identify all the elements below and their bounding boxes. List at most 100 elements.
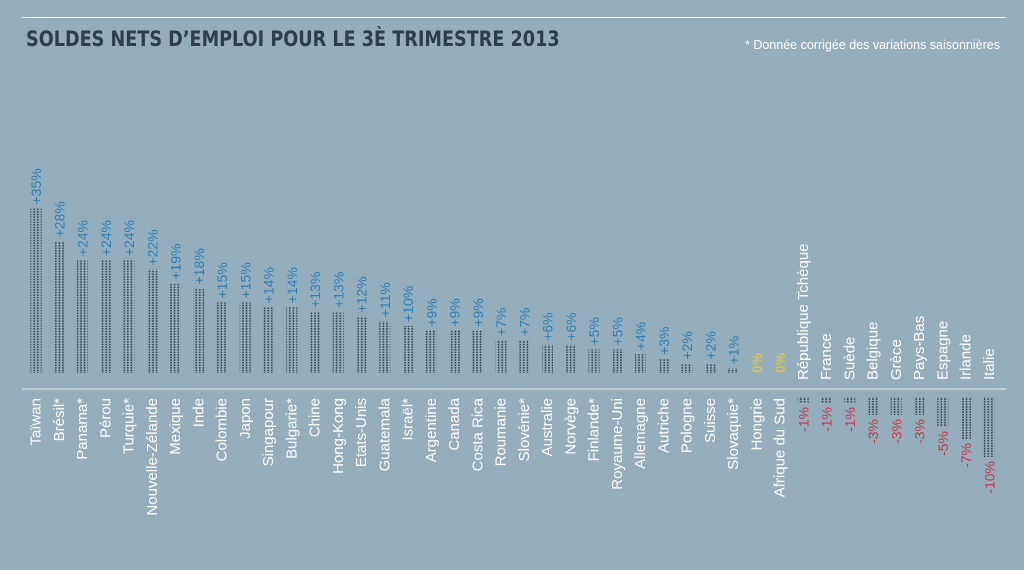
category-label: Costa Rica — [469, 397, 486, 471]
category-label: Israël* — [400, 398, 417, 441]
category-label: Nouvelle-Zélande — [144, 398, 161, 516]
value-label: +10% — [400, 286, 416, 322]
footnote: * Donnée corrigée des variations saisonn… — [744, 38, 1000, 52]
value-label: +19% — [168, 243, 184, 279]
category-label: Roumanie — [493, 398, 510, 466]
category-label: Chine — [307, 398, 324, 437]
category-label: Royaume-Uni — [609, 398, 626, 490]
category-label: Suède — [841, 337, 858, 380]
bar-dots — [77, 260, 88, 373]
value-label: +28% — [51, 201, 67, 237]
bar-dots — [542, 344, 553, 373]
category-label: Canada — [446, 397, 463, 450]
value-label: +6% — [563, 312, 579, 340]
bar-dots — [983, 397, 995, 457]
value-label: +15% — [237, 262, 253, 298]
value-label: +24% — [98, 220, 114, 256]
value-label: +5% — [609, 317, 625, 345]
bar-dots — [518, 340, 530, 373]
bar-dots — [100, 260, 112, 373]
bar-dots — [53, 241, 65, 373]
value-label: +2% — [702, 331, 718, 359]
value-label: -10% — [981, 461, 997, 494]
bar-dots — [867, 397, 879, 415]
value-label: +9% — [447, 298, 463, 326]
bar-dots — [728, 368, 739, 373]
bar-dots — [937, 397, 949, 427]
value-label: -3% — [888, 419, 904, 444]
category-label: Panama* — [74, 398, 91, 460]
value-label: 0% — [749, 352, 765, 373]
bar-dots — [821, 397, 832, 403]
value-label: -1% — [819, 407, 835, 432]
bar-dots — [472, 330, 484, 373]
value-label: -7% — [958, 443, 974, 468]
value-label: +9% — [423, 298, 439, 326]
category-label: Taïwan — [28, 398, 45, 446]
value-label: +11% — [377, 282, 393, 317]
category-label: Guatemala — [376, 397, 393, 471]
category-label: Pérou — [97, 398, 114, 438]
bar-dots — [193, 288, 205, 373]
category-label: Brésil* — [51, 398, 68, 442]
bar-dots — [146, 269, 158, 373]
value-label: +9% — [470, 298, 486, 326]
bar-dots — [286, 307, 298, 373]
value-label: -1% — [795, 407, 811, 432]
category-label: Turquie* — [121, 398, 138, 454]
value-label: +2% — [679, 331, 695, 359]
bar-dots — [239, 302, 251, 373]
value-label: -3% — [912, 419, 928, 444]
value-label: +13% — [307, 272, 323, 308]
category-label: Autriche — [655, 398, 672, 453]
bar-dots — [658, 358, 670, 373]
bar-dots — [495, 340, 507, 373]
bar-dots — [914, 397, 925, 415]
value-label: -1% — [842, 407, 858, 432]
bar-dots — [216, 302, 228, 373]
category-label: Irlande — [958, 334, 975, 380]
value-label: +15% — [214, 262, 230, 298]
bar-dots — [565, 344, 577, 373]
category-label: Espagne — [934, 321, 951, 380]
bar-dots — [960, 397, 972, 439]
category-label: Hong-Kong — [330, 398, 347, 474]
category-label: Argentine — [423, 398, 440, 462]
value-label: +7% — [516, 308, 532, 336]
bar-dots — [402, 326, 414, 373]
category-label: Mexique — [167, 398, 184, 455]
bar-dots — [123, 260, 135, 373]
category-label: Bulgarie* — [283, 398, 300, 459]
category-label: Pays-Bas — [911, 316, 928, 380]
category-label: France — [818, 333, 835, 380]
value-label: +12% — [354, 276, 370, 312]
bar-dots — [797, 397, 809, 403]
value-label: +22% — [144, 229, 160, 265]
category-label: Singapour — [260, 398, 277, 466]
bar-dots — [263, 307, 274, 373]
category-label: République Tchèque — [795, 243, 812, 380]
bar-dots — [681, 363, 693, 373]
category-label: Pologne — [679, 398, 696, 453]
category-label: Norvège — [562, 398, 579, 455]
bar-dots — [379, 321, 391, 373]
category-label: Grèce — [888, 339, 905, 380]
value-label: +4% — [633, 322, 649, 350]
value-label: +6% — [540, 312, 556, 340]
category-label: Slovénie* — [516, 398, 533, 462]
value-label: +7% — [493, 308, 509, 336]
category-label: Japon — [237, 398, 254, 439]
bar-dots — [356, 316, 367, 373]
category-label: Slovaquie* — [725, 398, 742, 470]
value-label: 0% — [772, 352, 788, 373]
value-label: +24% — [121, 220, 137, 256]
value-label: +24% — [75, 220, 91, 256]
value-label: +1% — [726, 336, 742, 364]
page-title: SOLDES NETS D’EMPLOI POUR LE 3È TRIMESTR… — [26, 27, 560, 51]
bar-dots — [425, 330, 437, 373]
category-label: Italie — [981, 348, 998, 380]
category-label: Australie — [539, 398, 556, 456]
category-label: Hongrie — [748, 398, 765, 451]
bar-dots — [704, 363, 716, 373]
bar-dots — [611, 349, 623, 373]
